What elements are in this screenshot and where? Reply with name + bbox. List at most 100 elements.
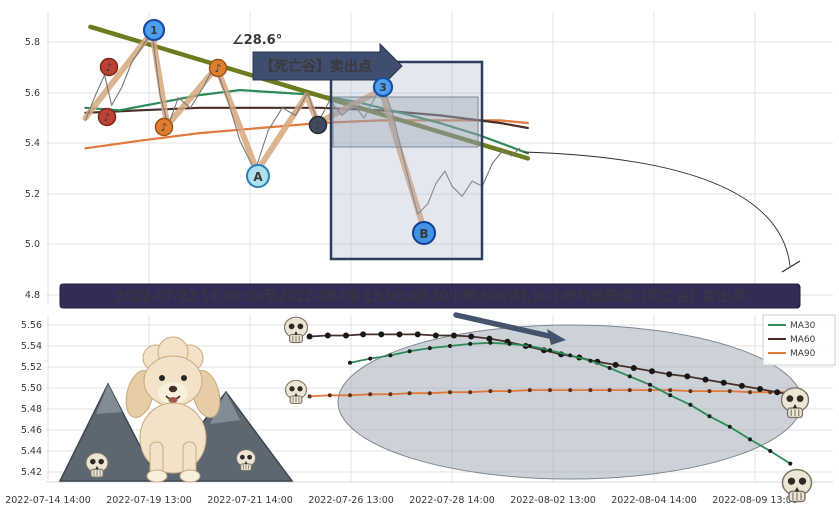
dog-icon: [125, 336, 221, 483]
top-y-axis: 5.8 5.6 5.4 5.2 5.0 4.8: [25, 37, 40, 301]
y-tick-label: 5.6: [25, 88, 40, 99]
x-axis: 2022-07-14 14:00 2022-07-19 13:00 2022-0…: [5, 495, 798, 506]
series-MA30-marker: [507, 341, 512, 346]
y-tick-label: 5.42: [21, 467, 42, 478]
series-MA90-marker: [568, 388, 573, 393]
y-tick-label: 5.50: [21, 383, 42, 394]
series-MA30-marker: [348, 360, 352, 365]
series-trendline: [88, 24, 531, 161]
series-MA60-marker: [630, 365, 637, 371]
series-MA60-marker: [666, 371, 673, 378]
series-MA60-marker: [468, 333, 475, 340]
series-MA90-marker: [707, 389, 712, 394]
x-tick-label: 2022-08-04 14:00: [611, 495, 697, 506]
series-MA90-marker: [648, 388, 652, 393]
x-tick-label: 2022-07-21 14:00: [207, 495, 293, 506]
highlight-ellipse: [337, 324, 803, 480]
music-note-icon: ♪: [308, 115, 328, 135]
series-MA60-marker: [360, 331, 367, 338]
svg-text:♪: ♪: [103, 111, 110, 124]
series-MA30-marker: [707, 414, 712, 419]
series-MA30-marker: [588, 358, 593, 363]
x-tick-label: 2022-08-02 13:00: [510, 495, 596, 506]
y-tick-label: 5.46: [21, 425, 42, 436]
annotation-arc: [523, 151, 791, 267]
series-MA60: [84, 106, 529, 130]
svg-text:♪: ♪: [160, 121, 167, 134]
y-tick-label: 4.8: [25, 290, 40, 301]
bottom-y-axis: 5.56 5.54 5.52 5.50 5.48 5.46 5.44 5.42: [21, 320, 42, 478]
series-MA90-marker: [727, 389, 732, 394]
svg-text:A: A: [253, 170, 263, 184]
x-tick-label: 2022-07-14 14:00: [5, 495, 91, 506]
series-price: [84, 31, 521, 215]
series-MA90-marker: [407, 391, 412, 396]
y-tick-label: 5.52: [21, 362, 42, 373]
series-MA60-marker: [396, 331, 403, 338]
series-MA60-marker: [774, 389, 781, 396]
highlight-box: [329, 60, 484, 261]
flag-shape: [252, 42, 403, 90]
y-tick-label: 5.56: [21, 320, 42, 331]
legend: MA30 MA60 MA90: [762, 314, 836, 366]
music-note-icon: ♪: [97, 107, 117, 127]
series-MA60-marker: [343, 332, 349, 339]
svg-text:B: B: [419, 227, 428, 241]
sell-point-flag: 【死亡谷】卖出点: [252, 42, 403, 90]
y-tick-label: 5.2: [25, 189, 40, 200]
point-marker-group: 1 3 A B: [142, 18, 436, 245]
svg-text:1: 1: [150, 24, 158, 37]
svg-text:3: 3: [379, 81, 387, 94]
marker-point-a: A: [246, 164, 270, 188]
series-MA90-marker: [388, 392, 393, 397]
series-MA90-marker: [507, 389, 512, 394]
skull-icon: [283, 316, 309, 344]
y-tick-label: 5.8: [25, 37, 40, 48]
series-MA60-marker: [649, 368, 655, 375]
series-MA90-marker: [307, 394, 312, 399]
series-MA60-marker: [306, 333, 313, 340]
series-MA30-marker: [788, 461, 793, 466]
series-MA30-marker: [527, 344, 532, 348]
y-tick-label: 5.54: [21, 341, 42, 352]
grid-top-horizontal: [46, 41, 833, 296]
series-MA90-marker: [468, 390, 473, 395]
series-MA30-marker: [727, 424, 732, 429]
music-note-icon: ♪: [208, 58, 228, 78]
bottom-series-group: [306, 331, 799, 466]
marker-point-b: B: [412, 221, 436, 245]
series-MA30-marker: [668, 393, 673, 398]
series-MA30-marker: [468, 341, 473, 346]
series-MA90-marker: [588, 388, 593, 393]
trend-arrow-icon: [453, 312, 566, 345]
series-MA30-marker: [548, 348, 552, 353]
legend-label-ma90: MA90: [790, 349, 816, 359]
series-MA60-marker: [757, 386, 763, 392]
svg-text:♪: ♪: [105, 61, 112, 74]
x-tick-label: 2022-08-09 13:00: [712, 495, 798, 506]
y-tick-label: 5.44: [21, 446, 42, 457]
y-tick-label: 5.48: [21, 404, 42, 415]
x-tick-label: 2022-07-28 14:00: [409, 495, 495, 506]
series-MA90-marker: [527, 388, 532, 393]
summary-banner: 2022-07-22 14:00:00至2022-08-09 13:00:00 …: [59, 283, 801, 309]
flag-label: 【死亡谷】卖出点: [260, 58, 372, 75]
annotation-arc-tip: [781, 260, 801, 273]
series-MA60-marker: [612, 361, 619, 368]
series-MA90-marker: [448, 390, 452, 395]
series-MA30-marker: [488, 340, 493, 345]
series-MA30-marker: [568, 353, 573, 358]
y-tick-label: 5.4: [25, 138, 40, 149]
summary-banner-text: 2022-07-22 14:00:00至2022-08-09 13:00:00 …: [115, 289, 745, 305]
series-MA60-marker: [324, 332, 331, 339]
series-MA60-marker: [738, 382, 745, 389]
svg-text:♪: ♪: [214, 62, 221, 75]
angle-label: ∠28.6°: [232, 33, 282, 48]
series-MA60-marker: [414, 331, 421, 338]
series-MA90-marker: [368, 392, 373, 397]
x-tick-label: 2022-07-19 13:00: [106, 495, 192, 506]
series-MA90-marker: [607, 388, 612, 393]
music-note-icon: ♪: [154, 117, 174, 137]
marker-point-3: 3: [372, 76, 394, 98]
